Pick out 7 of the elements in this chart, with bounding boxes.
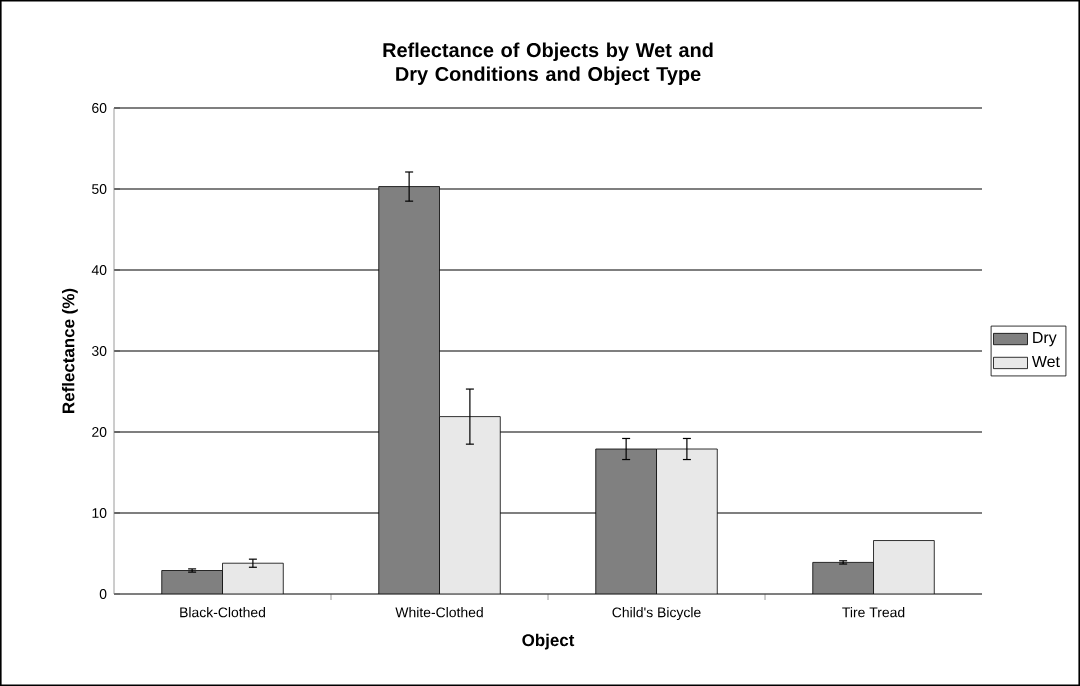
y-axis-title: Reflectance (%) — [61, 288, 78, 413]
bar — [656, 448, 718, 594]
bar — [222, 562, 284, 594]
bar — [439, 416, 501, 594]
x-axis-title: Object — [522, 633, 575, 650]
bar — [873, 540, 935, 594]
chart-title: Reflectance of Objects by Wet and Dry Conditions and Object Type — [383, 42, 713, 85]
